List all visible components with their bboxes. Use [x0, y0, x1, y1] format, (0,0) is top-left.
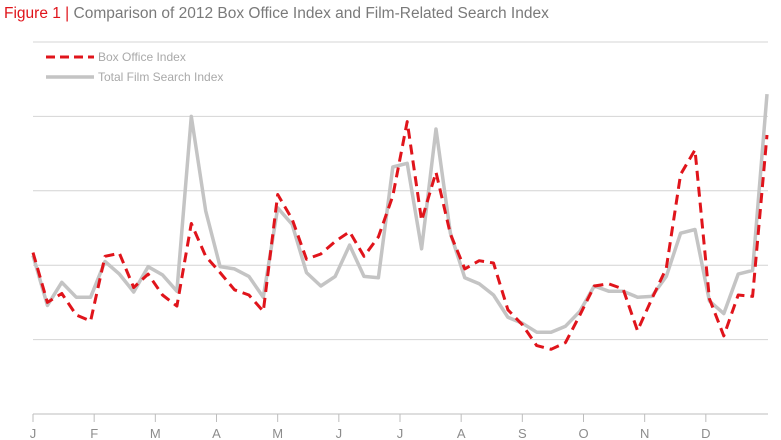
grid-lines [33, 41, 768, 341]
x-tick-label: N [640, 426, 649, 440]
x-tick-label: F [90, 426, 98, 440]
x-tick-label: A [212, 426, 221, 440]
legend: Box Office Index Total Film Search Index [46, 50, 223, 84]
legend-label-box-office: Box Office Index [98, 50, 186, 64]
x-tick-label: J [397, 426, 404, 440]
legend-label-search: Total Film Search Index [98, 70, 223, 84]
series-layer [31, 93, 769, 351]
figure-number: Figure 1 | [4, 5, 70, 22]
x-tick-label: O [578, 426, 588, 440]
x-tick-label: J [336, 426, 343, 440]
figure-title: Figure 1 | Comparison of 2012 Box Office… [4, 5, 549, 23]
series-line-search [31, 93, 769, 334]
figure-title-text: Comparison of 2012 Box Office Index and … [73, 5, 549, 22]
x-tick-label: D [701, 426, 710, 440]
series-line-box-office [31, 120, 769, 351]
x-tick-label: M [150, 426, 161, 440]
x-tick-label: M [272, 426, 283, 440]
x-tick-label: J [30, 426, 37, 440]
x-tick-label: A [457, 426, 466, 440]
x-tick-label: S [518, 426, 527, 440]
